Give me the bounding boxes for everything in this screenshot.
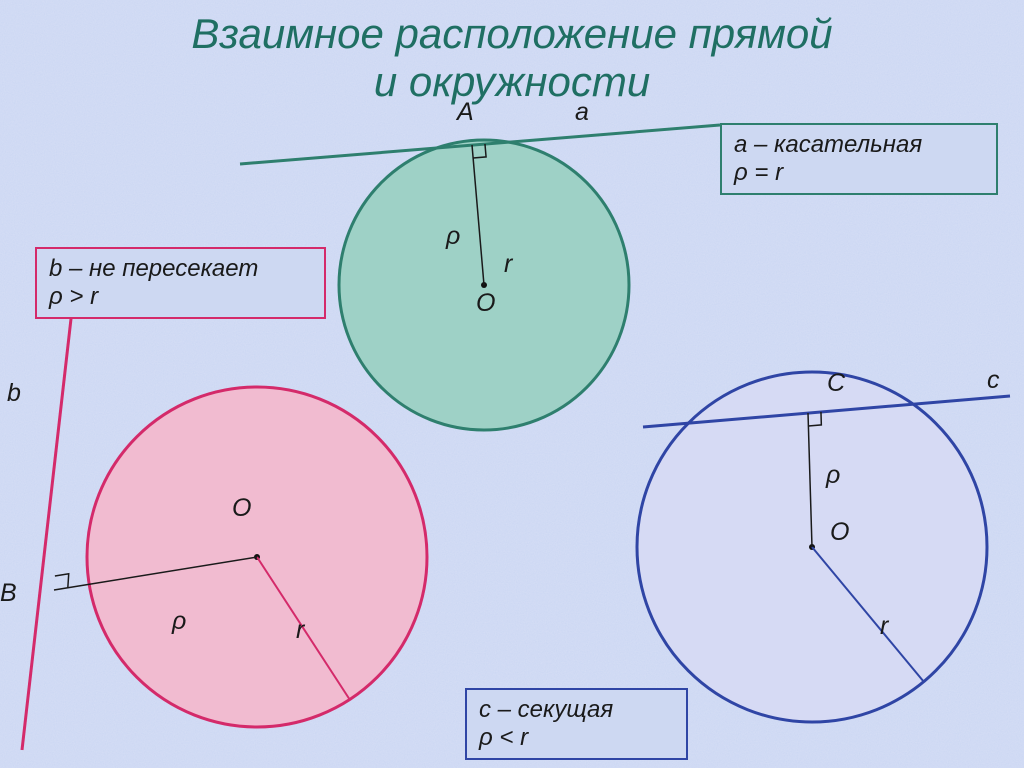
geom-label: r bbox=[880, 612, 888, 641]
callout-tangent: a – касательная ρ = r bbox=[720, 123, 998, 195]
geom-label: r bbox=[504, 250, 512, 279]
geom-label: b bbox=[7, 379, 21, 408]
geom-label: C bbox=[827, 369, 845, 398]
page-title: Взаимное расположение прямой и окружност… bbox=[0, 10, 1024, 107]
geom-label: A bbox=[457, 98, 474, 127]
geom-label: ρ bbox=[826, 461, 840, 490]
geom-label: a bbox=[575, 98, 589, 127]
geom-label: c bbox=[987, 366, 1000, 395]
geom-label: ρ bbox=[172, 607, 186, 636]
geom-label: ρ bbox=[446, 222, 460, 251]
geom-label: O bbox=[476, 289, 495, 318]
geom-label: B bbox=[0, 579, 17, 608]
page: Взаимное расположение прямой и окружност… bbox=[0, 0, 1024, 768]
geom-label: O bbox=[830, 518, 849, 547]
callout-secant: c – секущая ρ < r bbox=[465, 688, 688, 760]
geom-label: r bbox=[296, 616, 304, 645]
background bbox=[0, 0, 1024, 768]
callout-nonintersecting: b – не пересекает ρ > r bbox=[35, 247, 326, 319]
geom-label: O bbox=[232, 494, 251, 523]
